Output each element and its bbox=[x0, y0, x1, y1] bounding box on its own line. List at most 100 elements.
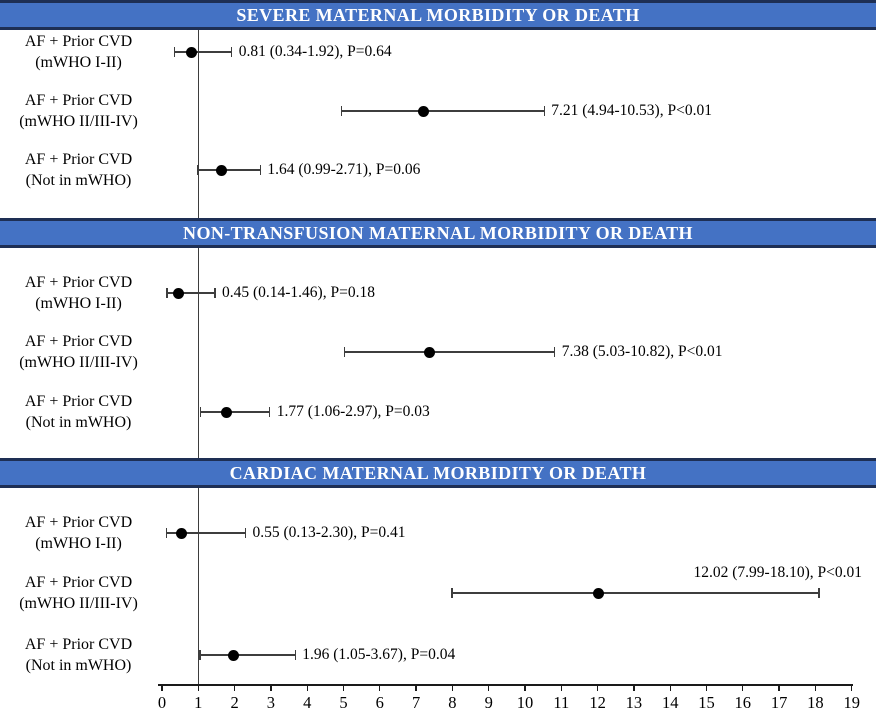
row-label-line2: (mWHO I-II) bbox=[35, 535, 122, 552]
ci-line bbox=[197, 169, 261, 171]
x-axis-tick-label: 1 bbox=[194, 693, 203, 712]
ci-cap-high bbox=[554, 347, 556, 357]
estimate-annotation: 7.38 (5.03-10.82), P<0.01 bbox=[561, 343, 723, 360]
point-marker bbox=[418, 105, 430, 117]
x-axis-tick bbox=[560, 684, 562, 691]
row-label: AF + Prior CVD (mWHO II/III-IV) bbox=[0, 90, 157, 132]
x-axis-tick-label: 9 bbox=[484, 693, 493, 712]
row-label-line1: AF + Prior CVD bbox=[24, 274, 133, 291]
x-axis-tick-label: 2 bbox=[230, 693, 239, 712]
row-label-line1: AF + Prior CVD bbox=[24, 333, 133, 350]
estimate-annotation: 12.02 (7.99-18.10), P<0.01 bbox=[693, 564, 862, 581]
row-label-line2: (mWHO II/III-IV) bbox=[19, 595, 138, 612]
row-label-line1: AF + Prior CVD bbox=[24, 92, 133, 109]
x-axis-tick-label: 0 bbox=[157, 693, 167, 712]
ci-cap-low bbox=[166, 288, 168, 298]
row-label-line2: (mWHO II/III-IV) bbox=[19, 113, 138, 130]
panel-title: SEVERE MATERNAL MORBIDITY OR DEATH bbox=[236, 4, 640, 25]
x-axis-tick-label: 10 bbox=[516, 693, 534, 712]
x-axis-tick-label: 7 bbox=[411, 693, 421, 712]
x-axis-tick-label: 11 bbox=[553, 693, 570, 712]
x-axis-tick bbox=[342, 684, 345, 691]
point-marker bbox=[424, 346, 436, 358]
estimate-annotation: 0.55 (0.13-2.30), P=0.41 bbox=[252, 524, 406, 541]
row-label-line2: (mWHO II/III-IV) bbox=[19, 354, 138, 371]
estimate-annotation: 1.77 (1.06-2.97), P=0.03 bbox=[276, 403, 430, 420]
x-axis-tick bbox=[270, 684, 272, 691]
row-label-line2: (mWHO I-II) bbox=[35, 295, 122, 312]
point-marker bbox=[176, 527, 188, 539]
x-axis-tick-label: 6 bbox=[375, 693, 384, 712]
x-axis-tick-label: 17 bbox=[770, 693, 788, 712]
row-label: AF + Prior CVD (Not in mWHO) bbox=[0, 149, 157, 191]
x-axis-tick-label: 16 bbox=[734, 693, 752, 712]
x-axis-tick bbox=[306, 684, 308, 691]
x-axis-tick-label: 8 bbox=[448, 693, 457, 712]
ci-cap-low bbox=[166, 528, 168, 538]
row-label-line2: (Not in mWHO) bbox=[25, 172, 132, 189]
x-axis-tick bbox=[488, 684, 490, 691]
row-label-line2: (mWHO I-II) bbox=[35, 54, 122, 71]
point-marker bbox=[592, 587, 604, 599]
panel-title: NON-TRANSFUSION MATERNAL MORBIDITY OR DE… bbox=[183, 222, 693, 243]
row-label: AF + Prior CVD (Not in mWHO) bbox=[0, 634, 157, 676]
ci-line bbox=[341, 110, 545, 112]
row-label: AF + Prior CVD (mWHO I-II) bbox=[0, 512, 157, 554]
ci-cap-low bbox=[343, 347, 346, 357]
row-label-line2: (Not in mWHO) bbox=[25, 414, 132, 431]
row-label-line2: (Not in mWHO) bbox=[25, 657, 132, 674]
panel-title: CARDIAC MATERNAL MORBIDITY OR DEATH bbox=[229, 462, 647, 483]
row-label: AF + Prior CVD (Not in mWHO) bbox=[0, 391, 157, 433]
estimate-annotation: 1.96 (1.05-3.67), P=0.04 bbox=[302, 646, 456, 663]
row-label-line1: AF + Prior CVD bbox=[24, 514, 133, 531]
x-axis-tick bbox=[415, 684, 417, 691]
x-axis-tick-label: 19 bbox=[843, 693, 860, 712]
estimate-annotation: 0.45 (0.14-1.46), P=0.18 bbox=[221, 284, 375, 301]
x-axis-tick-label: 15 bbox=[698, 693, 715, 712]
ci-cap-high bbox=[214, 288, 216, 298]
ci-line bbox=[452, 592, 820, 594]
ci-cap-high bbox=[231, 47, 233, 57]
estimate-annotation: 1.64 (0.99-2.71), P=0.06 bbox=[267, 161, 421, 178]
x-axis-tick bbox=[233, 684, 236, 691]
x-axis-tick-label: 3 bbox=[266, 693, 276, 712]
ci-cap-high bbox=[543, 106, 545, 116]
x-axis-tick bbox=[778, 684, 780, 691]
x-axis-tick bbox=[742, 684, 744, 691]
ci-cap-high bbox=[259, 165, 262, 175]
row-label-line1: AF + Prior CVD bbox=[24, 636, 133, 653]
ci-cap-low bbox=[451, 588, 453, 598]
ci-cap-high bbox=[294, 650, 296, 660]
row-label-line1: AF + Prior CVD bbox=[24, 33, 133, 50]
point-marker bbox=[220, 406, 232, 418]
ci-cap-low bbox=[199, 407, 202, 417]
row-label: AF + Prior CVD (mWHO I-II) bbox=[0, 272, 157, 314]
x-axis-tick bbox=[596, 684, 599, 691]
x-axis-tick-label: 18 bbox=[807, 693, 824, 712]
ci-line bbox=[174, 51, 232, 53]
row-label: AF + Prior CVD (mWHO II/III-IV) bbox=[0, 331, 157, 373]
x-axis-tick-label: 4 bbox=[303, 693, 312, 712]
ci-cap-low bbox=[199, 650, 201, 660]
x-axis-tick bbox=[379, 684, 381, 691]
x-axis-tick bbox=[814, 684, 817, 691]
x-axis-tick bbox=[669, 684, 671, 691]
ci-cap-low bbox=[173, 47, 175, 57]
ci-line bbox=[166, 532, 246, 534]
point-marker bbox=[216, 164, 228, 176]
x-axis-tick bbox=[851, 684, 853, 691]
point-marker bbox=[172, 287, 184, 299]
x-axis-tick bbox=[161, 684, 163, 691]
x-axis-tick bbox=[705, 684, 708, 691]
ci-cap-high bbox=[244, 528, 247, 538]
x-axis-line bbox=[158, 684, 853, 686]
ci-line bbox=[167, 292, 215, 294]
x-axis-tick bbox=[524, 684, 526, 691]
x-axis-tick bbox=[451, 684, 454, 691]
row-label-line1: AF + Prior CVD bbox=[24, 574, 133, 591]
row-label-line1: AF + Prior CVD bbox=[24, 151, 133, 168]
x-axis-tick-label: 13 bbox=[625, 693, 643, 712]
ci-cap-high bbox=[269, 407, 271, 417]
ci-cap-high bbox=[818, 588, 820, 598]
